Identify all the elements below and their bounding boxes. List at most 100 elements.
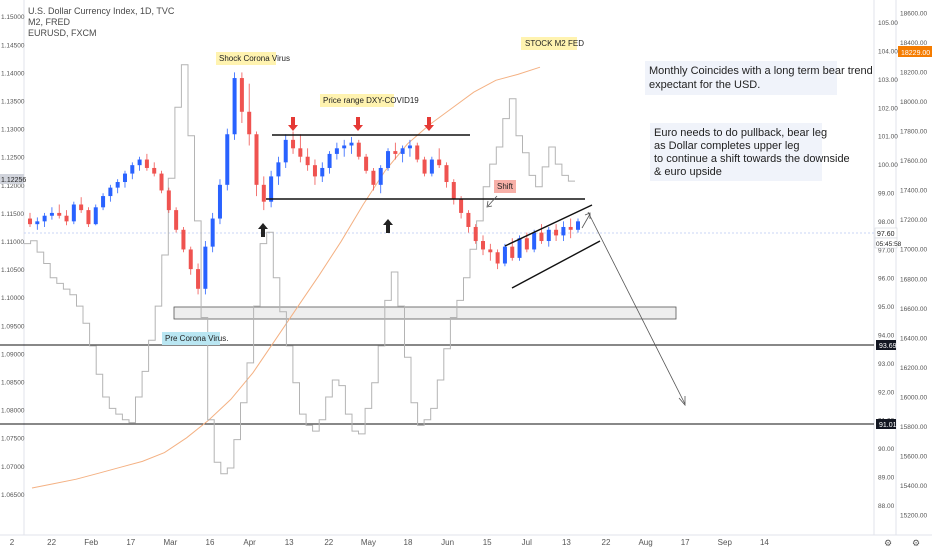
candle[interactable] [364, 153, 369, 174]
candle[interactable] [451, 179, 456, 205]
legend-m2[interactable]: M2, FRED [28, 17, 71, 27]
candle[interactable] [57, 204, 62, 219]
candle[interactable] [159, 170, 164, 194]
candle[interactable] [86, 207, 91, 227]
candle[interactable] [137, 156, 142, 171]
down-marker-2[interactable] [353, 117, 363, 131]
candle[interactable] [28, 212, 32, 227]
candle[interactable] [349, 137, 354, 154]
note-monthly-line1[interactable]: Monthly Coincides with a long term bear … [649, 65, 873, 77]
legend-eurusd[interactable]: EURUSD, FXCM [28, 28, 97, 38]
candle[interactable] [502, 243, 507, 267]
candle[interactable] [561, 221, 566, 242]
candle[interactable] [422, 156, 427, 177]
candle[interactable] [101, 193, 106, 211]
candle[interactable] [386, 148, 391, 171]
shift-arrow-line[interactable] [487, 195, 498, 207]
countdown-badge[interactable]: 05:45:58 [876, 241, 902, 248]
m2-last-badge[interactable]: 18229.00 [901, 50, 930, 57]
level-upper-badge[interactable]: 93.69 [879, 343, 897, 350]
note-euro-line1[interactable]: Euro needs to do pullback, bear leg [654, 127, 827, 139]
level-lower-badge[interactable]: 91.01 [879, 422, 897, 429]
candle[interactable] [35, 217, 40, 230]
candle[interactable] [356, 139, 361, 160]
candle[interactable] [305, 148, 310, 171]
candle[interactable] [554, 224, 559, 242]
candle[interactable] [400, 145, 405, 163]
candle[interactable] [415, 142, 420, 163]
pre-corona-label[interactable]: Pre Corona Virus. [165, 334, 228, 343]
candle[interactable] [210, 212, 215, 253]
candle[interactable] [378, 165, 383, 194]
candle[interactable] [539, 224, 544, 244]
candle[interactable] [312, 159, 317, 185]
shock-label[interactable]: Shock Corona Virus [219, 54, 290, 63]
candle[interactable] [232, 72, 237, 140]
up-marker-2[interactable] [383, 219, 393, 233]
channel-upper-line[interactable] [504, 204, 593, 247]
candle[interactable] [576, 218, 580, 233]
time-axis-settings-icon[interactable]: ⚙ [884, 539, 892, 549]
candle[interactable] [342, 139, 347, 157]
candle[interactable] [283, 134, 288, 168]
candle[interactable] [327, 151, 332, 174]
candle[interactable] [466, 210, 471, 233]
candle[interactable] [64, 210, 69, 226]
price-range-label[interactable]: Price range DXY-COVID19 [323, 96, 419, 105]
candle[interactable] [108, 184, 113, 202]
candle[interactable] [203, 241, 208, 295]
dxy-last-badge[interactable]: 97.60 [877, 231, 895, 238]
note-monthly-line2[interactable]: expectant for the USD. [649, 79, 760, 91]
candle[interactable] [93, 204, 98, 226]
dxy-step-line[interactable] [24, 64, 575, 475]
note-euro-line4[interactable]: & euro upside [654, 166, 722, 178]
candle[interactable] [393, 142, 398, 160]
candle[interactable] [334, 142, 339, 160]
candle[interactable] [298, 134, 303, 163]
candle[interactable] [152, 162, 157, 177]
candle[interactable] [115, 179, 120, 194]
candle[interactable] [196, 263, 201, 295]
note-euro-line3[interactable]: to continue a shift towards the downside [654, 153, 850, 165]
channel-lower-line[interactable] [511, 240, 601, 289]
candle[interactable] [276, 156, 281, 185]
candle[interactable] [239, 72, 244, 124]
candle[interactable] [261, 176, 266, 211]
candle[interactable] [122, 170, 127, 188]
candle[interactable] [437, 148, 442, 168]
pullback-arrow-line[interactable] [581, 213, 591, 229]
left-axis-pane[interactable] [0, 0, 24, 535]
candle[interactable] [254, 131, 259, 197]
shift-label[interactable]: Shift [497, 182, 514, 191]
legend-dxy[interactable]: U.S. Dollar Currency Index, 1D, TVC [28, 6, 175, 16]
note-euro-line2[interactable]: as Dollar completes upper leg [654, 140, 800, 152]
candle[interactable] [495, 249, 500, 270]
candle[interactable] [568, 218, 573, 239]
candle[interactable] [79, 197, 84, 213]
candle[interactable] [320, 162, 325, 183]
candle[interactable] [532, 229, 537, 253]
candle[interactable] [144, 153, 149, 171]
pre-corona-zone[interactable] [173, 306, 677, 320]
projection-arrow-line[interactable] [587, 211, 686, 405]
candle[interactable] [217, 179, 222, 225]
candle[interactable] [225, 128, 230, 191]
candle[interactable] [42, 212, 47, 227]
candle[interactable] [407, 139, 412, 157]
candle[interactable] [71, 201, 76, 225]
down-marker-1[interactable] [288, 117, 298, 131]
candle[interactable] [546, 226, 551, 247]
candle[interactable] [488, 243, 493, 261]
candle[interactable] [473, 224, 478, 244]
candle[interactable] [429, 156, 434, 177]
axis-settings-icon[interactable]: ⚙ [912, 539, 920, 549]
candle[interactable] [130, 162, 135, 180]
candle[interactable] [247, 83, 252, 146]
candle[interactable] [371, 167, 376, 191]
candle[interactable] [166, 187, 171, 213]
candle[interactable] [188, 246, 193, 275]
eurusd-last-badge[interactable]: 1.12256 [1, 177, 26, 184]
down-marker-3[interactable] [424, 117, 434, 131]
candle[interactable] [49, 207, 54, 220]
candle[interactable] [444, 162, 449, 188]
